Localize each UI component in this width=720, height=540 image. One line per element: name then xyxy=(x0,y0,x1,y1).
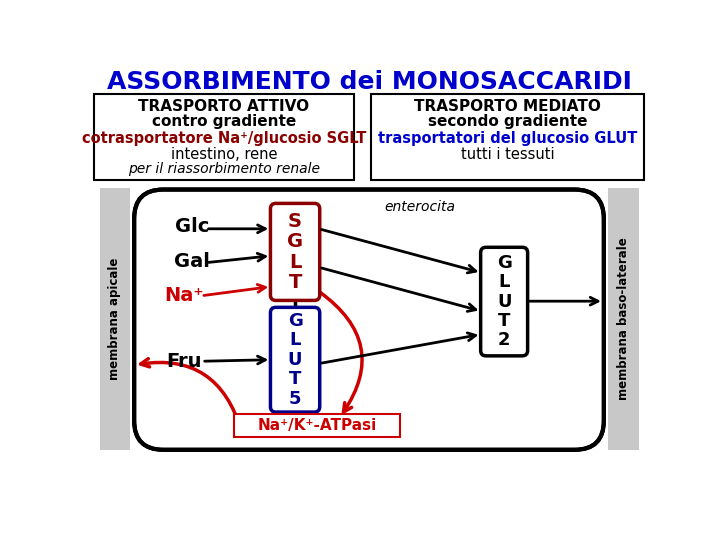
Text: cotrasportatore Na⁺/glucosio SGLT: cotrasportatore Na⁺/glucosio SGLT xyxy=(81,131,366,146)
Text: contro gradiente: contro gradiente xyxy=(152,114,296,129)
Text: G
L
U
T
2: G L U T 2 xyxy=(497,254,512,349)
Text: S
G
L
T: S G L T xyxy=(287,212,303,292)
Text: Glc: Glc xyxy=(175,217,209,236)
FancyBboxPatch shape xyxy=(608,188,639,450)
FancyBboxPatch shape xyxy=(134,190,604,450)
FancyBboxPatch shape xyxy=(271,307,320,412)
FancyBboxPatch shape xyxy=(234,414,400,437)
Text: per il riassorbimento renale: per il riassorbimento renale xyxy=(128,162,320,176)
FancyBboxPatch shape xyxy=(99,188,130,450)
Text: ASSORBIMENTO dei MONOSACCARIDI: ASSORBIMENTO dei MONOSACCARIDI xyxy=(107,70,631,94)
Text: Na⁺: Na⁺ xyxy=(164,286,204,305)
Text: membrana apicale: membrana apicale xyxy=(109,258,122,380)
FancyBboxPatch shape xyxy=(372,94,644,180)
Text: Na⁺/K⁺-ATPasi: Na⁺/K⁺-ATPasi xyxy=(258,417,377,433)
Text: secondo gradiente: secondo gradiente xyxy=(428,114,588,129)
Text: G
L
U
T
5: G L U T 5 xyxy=(288,312,302,408)
Text: TRASPORTO MEDIATO: TRASPORTO MEDIATO xyxy=(414,99,601,113)
Text: tutti i tessuti: tutti i tessuti xyxy=(461,147,554,162)
FancyBboxPatch shape xyxy=(271,204,320,300)
Text: trasportatori del glucosio GLUT: trasportatori del glucosio GLUT xyxy=(378,131,637,146)
FancyBboxPatch shape xyxy=(94,94,354,180)
Text: Gal: Gal xyxy=(174,252,210,271)
Text: Fru: Fru xyxy=(166,352,202,371)
Text: TRASPORTO ATTIVO: TRASPORTO ATTIVO xyxy=(138,99,310,113)
FancyBboxPatch shape xyxy=(481,247,528,356)
Text: intestino, rene: intestino, rene xyxy=(171,147,277,162)
Text: enterocita: enterocita xyxy=(384,200,456,213)
Text: membrana baso-laterale: membrana baso-laterale xyxy=(616,238,629,400)
